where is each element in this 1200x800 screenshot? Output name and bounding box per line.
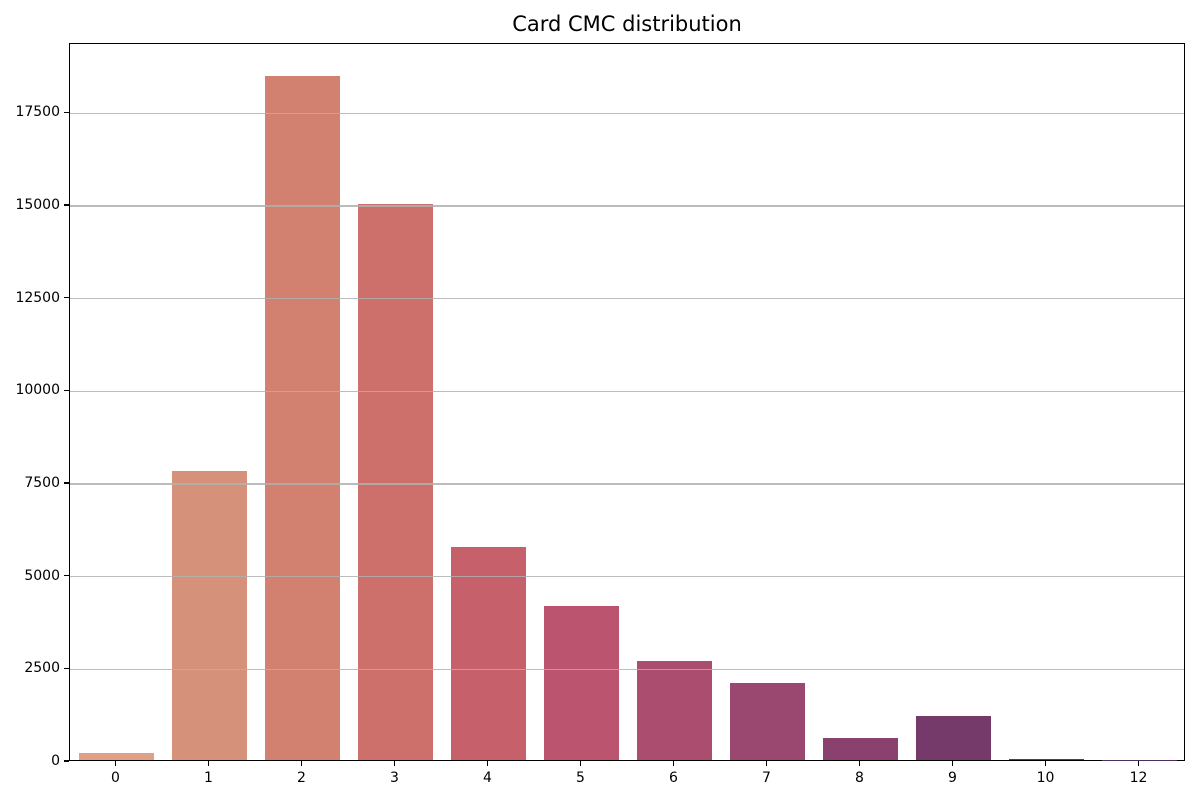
y-tick-label: 0	[51, 753, 60, 769]
x-tick-mark	[579, 761, 582, 766]
y-tick-mark	[64, 111, 69, 113]
y-tick-label: 10000	[15, 382, 60, 399]
x-tick-label: 6	[669, 770, 678, 786]
bar-cmc-2	[265, 76, 340, 760]
y-tick-mark	[64, 482, 69, 484]
x-tick-label: 7	[762, 770, 771, 786]
bar-cmc-1	[172, 470, 247, 760]
bar-cmc-0	[79, 752, 154, 760]
chart-title: Card CMC distribution	[512, 12, 742, 36]
y-tick-mark	[64, 389, 69, 391]
x-tick-mark	[1044, 761, 1047, 766]
x-tick-label: 8	[855, 770, 864, 786]
bar-cmc-3	[358, 204, 433, 760]
x-tick-mark	[672, 761, 675, 766]
y-tick-label: 5000	[24, 567, 60, 584]
x-tick-label: 12	[1129, 770, 1148, 786]
bar-cmc-9	[916, 715, 991, 760]
x-tick-mark	[858, 761, 861, 766]
x-tick-label: 10	[1036, 770, 1055, 786]
bars-layer	[70, 44, 1184, 760]
bar-cmc-5	[544, 606, 619, 760]
y-tick-label: 17500	[15, 104, 60, 121]
x-tick-label: 3	[390, 770, 399, 786]
y-tick-label: 2500	[24, 660, 60, 677]
y-tick-mark	[64, 667, 69, 670]
bar-cmc-8	[823, 738, 898, 760]
y-tick-mark	[64, 760, 69, 762]
y-tick-mark	[64, 574, 69, 577]
x-tick-mark	[207, 761, 210, 766]
x-tick-mark	[114, 761, 117, 766]
x-tick-label: 9	[948, 770, 957, 786]
x-tick-mark	[393, 761, 396, 766]
x-tick-label: 2	[297, 770, 306, 786]
x-tick-mark	[1137, 761, 1140, 766]
x-tick-label: 5	[576, 770, 585, 786]
x-tick-mark	[300, 761, 303, 766]
x-tick-mark	[951, 761, 954, 766]
y-tick-mark	[64, 204, 69, 206]
plot-area	[69, 43, 1185, 761]
x-tick-label: 4	[483, 770, 492, 786]
x-tick-mark	[486, 761, 489, 766]
y-tick-label: 15000	[15, 196, 60, 213]
bar-cmc-7	[730, 682, 805, 760]
bar-cmc-4	[451, 546, 526, 760]
y-tick-label: 12500	[15, 289, 60, 306]
bar-cmc-10	[1009, 759, 1084, 760]
y-tick-mark	[64, 296, 69, 299]
x-tick-mark	[765, 761, 768, 766]
x-tick-label: 1	[204, 770, 213, 786]
x-tick-label: 0	[111, 770, 120, 786]
bar-cmc-6	[637, 661, 712, 760]
y-tick-label: 7500	[24, 474, 60, 491]
